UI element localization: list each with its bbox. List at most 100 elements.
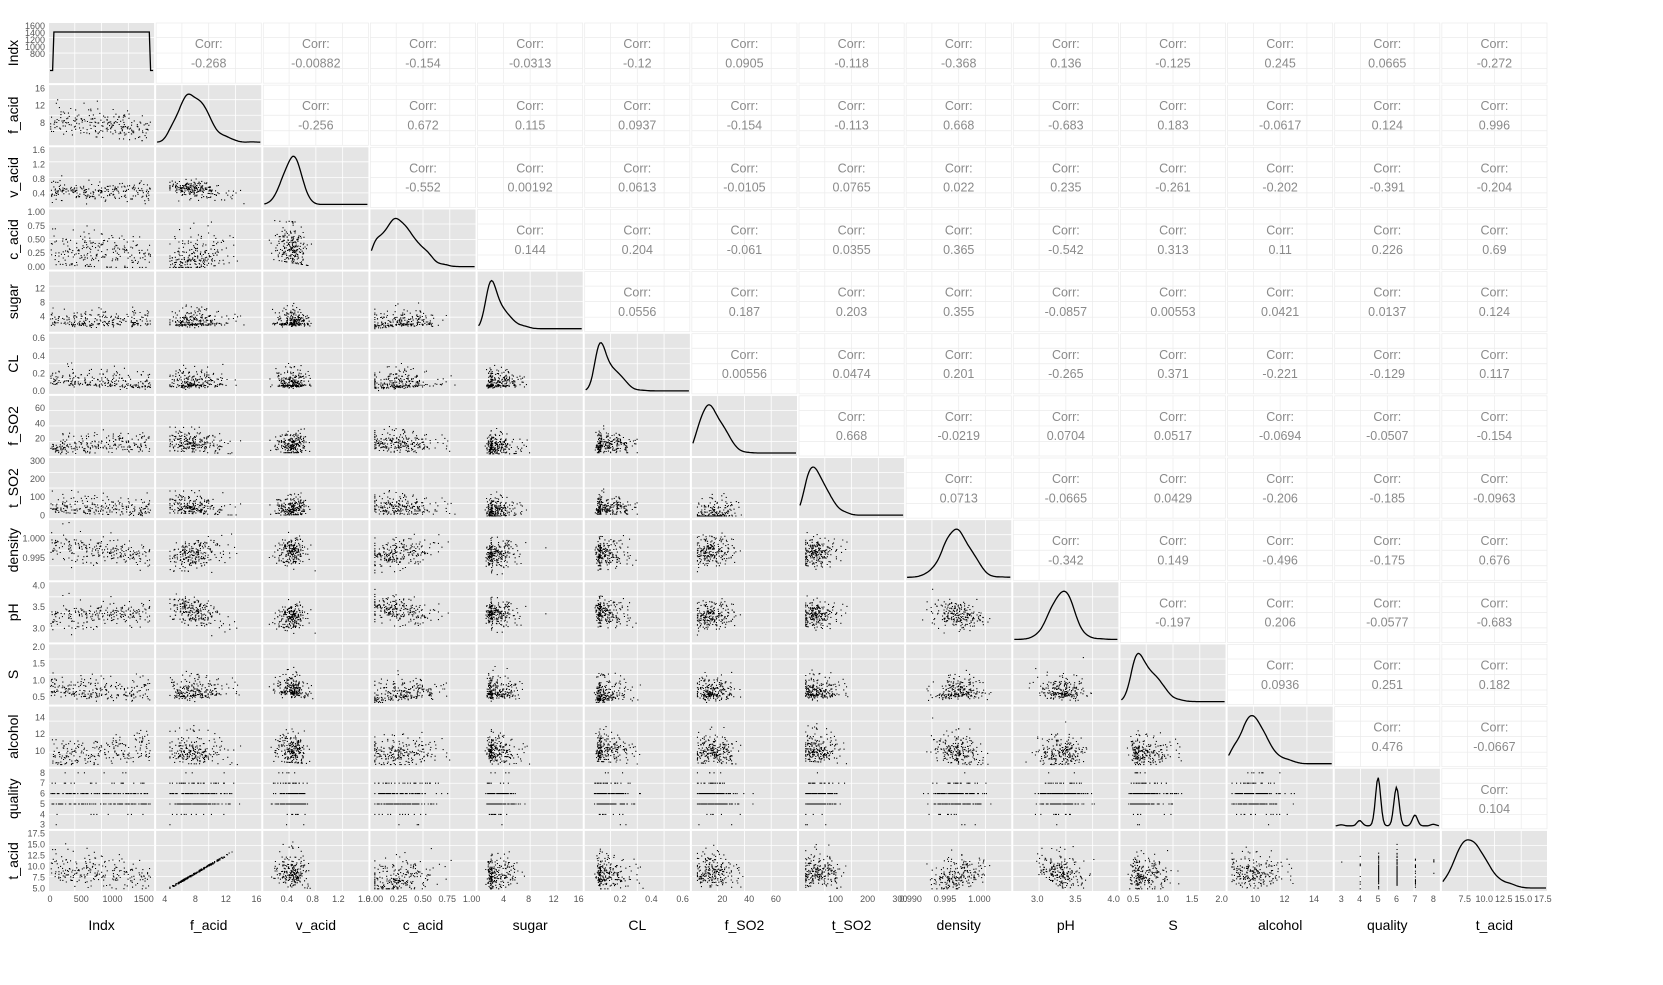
corr-value: -0.125 <box>1155 56 1190 70</box>
corr-label: Corr: <box>1266 472 1294 486</box>
panel-alcohol-S <box>1120 706 1226 767</box>
corr-value: 0.104 <box>1479 802 1510 816</box>
y-tick-label: 100 <box>30 492 45 502</box>
panel-c_acid-quality: Corr: 0.226 <box>1334 209 1441 270</box>
panel-pH-CL <box>584 582 690 643</box>
panel-density-alcohol: Corr: -0.496 <box>1227 519 1334 581</box>
corr-value: -0.0105 <box>723 181 765 195</box>
scatter-points-pH-CL <box>594 595 637 629</box>
panel-quality-f_acid <box>156 768 262 829</box>
panel-c_acid-density: Corr: 0.365 <box>905 209 1012 270</box>
panel-sugar-S: Corr: 0.00553 <box>1120 271 1226 333</box>
panel-f_acid-CL: Corr: 0.0937 <box>584 84 691 146</box>
corr-value: 0.0429 <box>1154 491 1192 505</box>
panel-S-CL <box>584 644 690 705</box>
corr-value: 0.668 <box>836 429 867 443</box>
panel-CL-sugar <box>477 333 583 394</box>
scatter-points-alcohol-t_SO2 <box>805 723 847 765</box>
scatter-points-pH-Indx <box>50 592 151 636</box>
panel-quality-Indx <box>49 768 155 829</box>
panel-t_acid-Indx <box>49 830 155 891</box>
panel-S-Indx <box>49 644 155 705</box>
panel-quality-c_acid <box>370 768 476 829</box>
corr-value: 0.00556 <box>722 367 767 381</box>
corr-value: 0.676 <box>1479 554 1510 568</box>
corr-label: Corr: <box>1373 161 1401 175</box>
scatter-points-CL-Indx <box>50 362 151 391</box>
panel-Indx-v_acid: Corr: -0.00882 <box>262 22 369 84</box>
corr-value: -0.542 <box>1048 243 1083 257</box>
x-tick-label: 4 <box>1357 894 1362 904</box>
panel-S-v_acid <box>263 644 369 705</box>
scatter-points-alcohol-pH <box>1025 721 1088 766</box>
scatter-points-density-CL <box>594 535 637 571</box>
corr-label: Corr: <box>623 37 651 51</box>
panel-t_SO2-S: Corr: 0.0429 <box>1120 457 1226 519</box>
panel-quality-f_SO2 <box>691 768 797 829</box>
corr-value: 0.668 <box>943 119 974 133</box>
corr-value: 0.476 <box>1372 740 1403 754</box>
panel-f_SO2-f_acid <box>156 395 262 456</box>
corr-value: 0.022 <box>943 181 974 195</box>
corr-label: Corr: <box>1373 224 1401 238</box>
corr-value: 0.0936 <box>1261 678 1299 692</box>
corr-label: Corr: <box>1052 410 1080 424</box>
panel-t_acid-v_acid <box>263 830 369 891</box>
panel-f_SO2-density: Corr: -0.0219 <box>905 395 1012 457</box>
scatter-points-S-density <box>926 669 992 701</box>
corr-value: 0.0355 <box>832 243 870 257</box>
panel-f_acid-S: Corr: 0.183 <box>1120 84 1226 146</box>
panel-c_acid-v_acid <box>263 209 369 270</box>
corr-value: -0.0617 <box>1259 119 1301 133</box>
panel-CL-quality: Corr: -0.129 <box>1334 333 1441 395</box>
panel-f_acid-f_SO2: Corr: -0.154 <box>691 84 798 146</box>
x-tick-label: 0.990 <box>899 894 922 904</box>
scatter-points-sugar-c_acid <box>374 302 447 330</box>
y-axis-label-sugar: sugar <box>5 284 21 319</box>
corr-label: Corr: <box>1266 348 1294 362</box>
density-curve-f_acid <box>157 93 261 143</box>
x-axis-label-t_SO2: t_SO2 <box>832 917 872 933</box>
panel-f_SO2-Indx <box>49 395 155 456</box>
scatter-points-alcohol-CL <box>595 726 641 765</box>
x-tick-label: 12.5 <box>1495 894 1513 904</box>
y-tick-label: 12.5 <box>27 851 45 861</box>
y-tick-label: 8 <box>40 118 45 128</box>
corr-label: Corr: <box>945 286 973 300</box>
panel-density-CL <box>584 520 690 581</box>
x-tick-label: 3.5 <box>1069 894 1082 904</box>
panel-S-alcohol: Corr: 0.0936 <box>1227 644 1334 705</box>
panel-f_acid-sugar: Corr: 0.115 <box>477 84 584 146</box>
panel-alcohol-Indx <box>49 706 155 767</box>
panel-alcohol-v_acid <box>263 706 369 767</box>
panel-c_acid-pH: Corr: -0.542 <box>1012 209 1119 270</box>
panel-t_acid-pH <box>1013 830 1119 891</box>
panel-f_acid-density: Corr: 0.668 <box>905 84 1012 146</box>
panel-density-quality: Corr: -0.175 <box>1334 519 1441 581</box>
corr-value: 0.00553 <box>1150 305 1195 319</box>
panel-sugar-quality: Corr: 0.0137 <box>1334 271 1441 333</box>
corr-label: Corr: <box>623 161 651 175</box>
panel-Indx-t_acid: Corr: -0.272 <box>1441 22 1548 84</box>
corr-value: -0.129 <box>1370 367 1405 381</box>
panel-c_acid-t_acid: Corr: 0.69 <box>1441 209 1548 270</box>
panel-f_SO2-alcohol: Corr: -0.0694 <box>1227 395 1334 457</box>
panel-t_acid-density <box>906 830 1012 891</box>
corr-value: 0.117 <box>1479 367 1509 381</box>
corr-value: -0.0667 <box>1473 740 1515 754</box>
scatter-points-sugar-Indx <box>50 306 151 329</box>
panel-Indx-quality: Corr: 0.0665 <box>1334 22 1441 84</box>
scatter-points-alcohol-f_acid <box>169 725 242 766</box>
corr-value: -0.265 <box>1048 367 1083 381</box>
panel-CL-t_SO2: Corr: 0.0474 <box>798 333 905 395</box>
x-tick-label: 0.5 <box>1127 894 1140 904</box>
corr-label: Corr: <box>1052 534 1080 548</box>
corr-value: 0.0474 <box>832 367 870 381</box>
y-axis-label-CL: CL <box>5 355 21 373</box>
corr-value: -0.0219 <box>938 429 980 443</box>
x-axis-label-c_acid: c_acid <box>403 917 443 933</box>
y-tick-label: 3.0 <box>32 624 45 634</box>
scatter-points-S-CL <box>593 672 641 703</box>
panel-sugar-f_SO2: Corr: 0.187 <box>691 271 798 333</box>
corr-label: Corr: <box>1266 161 1294 175</box>
